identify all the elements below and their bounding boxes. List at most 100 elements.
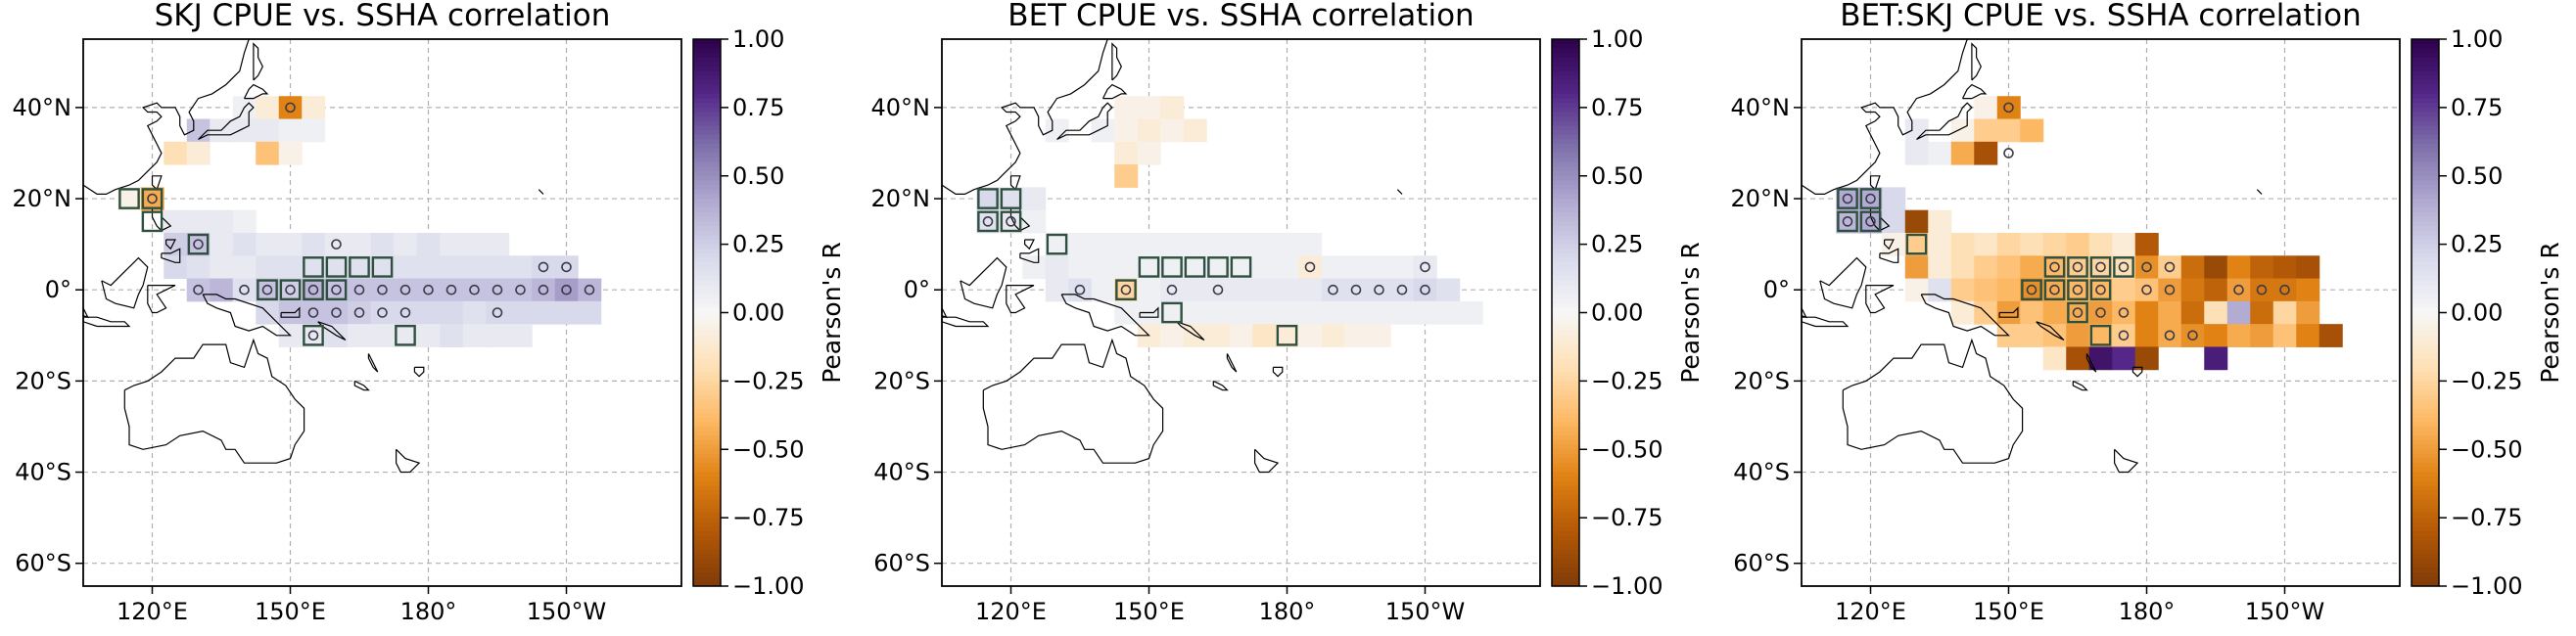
colorbar-segment — [2412, 144, 2439, 150]
colorbar-segment — [2412, 66, 2439, 72]
heatmap-cell — [462, 324, 487, 347]
colorbar-segment — [1552, 426, 1579, 432]
colorbar-segment — [693, 294, 721, 300]
heatmap-cell — [2134, 278, 2159, 302]
heatmap-cell — [2134, 255, 2159, 280]
heatmap-cell — [1022, 187, 1047, 211]
heatmap-cell — [1950, 278, 1975, 302]
heatmap-cell — [348, 300, 372, 325]
heatmap-cells — [117, 96, 602, 347]
heatmap-cell — [2088, 255, 2113, 280]
heatmap-cell — [2020, 278, 2044, 302]
significance-circle — [1865, 193, 1876, 204]
heatmap-cell — [256, 278, 280, 302]
coastline-solomon — [1176, 321, 1205, 341]
colorbar-segment — [1552, 321, 1579, 328]
significance-circle — [1420, 284, 1430, 295]
colorbar-segment — [693, 199, 721, 204]
significance-square — [303, 256, 324, 278]
heatmap-cell — [1390, 300, 1415, 325]
colorbar-segment — [1552, 180, 1579, 186]
heatmap-cell — [532, 278, 556, 302]
colorbar-segment — [1552, 340, 1579, 345]
significance-circle — [1304, 261, 1316, 273]
colorbar-segment — [2412, 303, 2439, 309]
significance-square — [371, 256, 394, 278]
colorbar-segment — [2412, 89, 2439, 95]
colorbar-segment — [2412, 444, 2439, 450]
colorbar-segment — [2412, 203, 2439, 208]
significance-square — [1837, 210, 1858, 233]
significance-circle — [353, 284, 365, 295]
colorbar-segment — [693, 249, 721, 254]
heatmap-cell — [394, 324, 418, 347]
heatmap-cell — [1160, 278, 1185, 302]
heatmap-cell — [1413, 278, 1437, 302]
panel-title: BET:SKJ CPUE vs. SSHA correlation — [1840, 0, 2362, 33]
colorbar-segment — [693, 453, 721, 460]
colorbar-segment — [1552, 312, 1579, 318]
significance-square — [1207, 256, 1229, 278]
coastline-borneo — [1819, 256, 1867, 309]
colorbar-segment — [2412, 389, 2439, 395]
y-tick-label: 20°S — [873, 367, 930, 394]
coastline-java — [83, 316, 131, 328]
colorbar-segment — [2412, 230, 2439, 236]
significance-square — [2021, 279, 2042, 301]
coastlines — [942, 39, 1403, 474]
colorbar-segment — [1552, 554, 1579, 560]
heatmap-cell — [1183, 255, 1207, 280]
colorbar-segment — [1552, 444, 1579, 450]
significance-square — [118, 188, 140, 209]
significance-square — [1000, 210, 1022, 233]
colorbar-segment — [2412, 43, 2439, 49]
colorbar-segment — [1552, 257, 1579, 263]
colorbar-segment — [1552, 290, 1579, 295]
heatmap-cell — [1183, 232, 1207, 256]
heatmap-cell — [1974, 96, 1998, 120]
coastline-vanuatu — [367, 353, 379, 373]
colorbar-segment — [2412, 453, 2439, 460]
colorbar-segment — [693, 239, 721, 246]
heatmap-cell — [462, 255, 487, 280]
significance-square — [141, 188, 164, 209]
heatmap-cell — [2020, 118, 2044, 143]
heatmap-cell — [1068, 232, 1093, 256]
significance-square — [1276, 324, 1298, 346]
heatmap-cell — [210, 209, 234, 234]
significance-circle — [538, 261, 549, 273]
y-tick-label: 0° — [45, 276, 71, 303]
colorbar-segment — [1552, 39, 1579, 45]
colorbar-segment — [2412, 294, 2439, 300]
colorbar-segment — [1552, 568, 1579, 573]
heatmap-cell — [1974, 141, 1998, 165]
heatmap-cell — [1413, 255, 1437, 280]
colorbar-segment — [693, 485, 721, 491]
significance-circle — [1328, 284, 1338, 295]
significance-circle — [492, 284, 503, 295]
x-tick-label: 120°E — [1835, 598, 1906, 625]
coastline-newbritain — [280, 306, 301, 318]
heatmap-cell — [370, 278, 395, 302]
significance-circle — [2072, 261, 2084, 273]
colorbar-segment — [2412, 290, 2439, 295]
coastline-solomon — [2036, 321, 2065, 341]
significance-circle — [538, 284, 549, 295]
heatmap-cell — [2066, 346, 2090, 371]
colorbar-segment — [693, 221, 721, 227]
significance-square — [1161, 301, 1183, 324]
colorbar-segment — [1552, 235, 1579, 241]
heatmap-cell — [1114, 164, 1139, 188]
colorbar-tick-label: −1.00 — [1591, 572, 1663, 600]
colorbar-segment — [693, 207, 721, 213]
heatmap-cell — [2066, 324, 2090, 347]
colorbar-segment — [1552, 52, 1579, 59]
colorbar-segment — [693, 39, 721, 45]
colorbar-segment — [693, 271, 721, 277]
colorbar-segment — [2412, 494, 2439, 501]
heatmap-cell — [1996, 118, 2021, 143]
significance-circle — [2141, 284, 2152, 295]
colorbar-segment — [2412, 166, 2439, 172]
heatmap-cell — [302, 278, 326, 302]
heatmap-cell — [2088, 324, 2113, 347]
